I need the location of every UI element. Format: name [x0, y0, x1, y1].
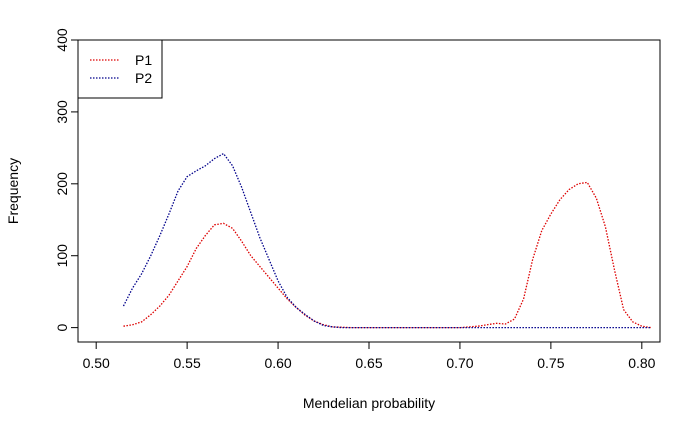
legend-label-p2: P2 — [135, 70, 152, 86]
y-tick-label: 200 — [54, 172, 70, 196]
x-tick-label: 0.60 — [264, 355, 291, 371]
x-tick-label: 0.55 — [174, 355, 201, 371]
y-tick-label: 100 — [54, 244, 70, 268]
series-line-p2 — [122, 152, 651, 329]
x-axis-ticks: 0.50 0.55 0.60 0.65 0.70 0.75 0.80 — [83, 342, 656, 371]
plot-frame — [77, 39, 661, 343]
series-layer — [122, 152, 652, 329]
y-tick-label: 400 — [54, 28, 70, 52]
x-tick-label: 0.70 — [446, 355, 473, 371]
x-tick-label: 0.80 — [628, 355, 655, 371]
legend-box — [77, 39, 163, 99]
legend-label-p1: P1 — [135, 52, 152, 68]
x-tick-label: 0.65 — [355, 355, 382, 371]
y-tick-label: 0 — [54, 324, 70, 332]
legend: P1 P2 — [77, 39, 163, 99]
x-tick-label: 0.75 — [537, 355, 564, 371]
x-axis-title: Mendelian probability — [303, 395, 435, 411]
y-tick-label: 300 — [54, 100, 70, 124]
x-tick-label: 0.50 — [83, 355, 110, 371]
series-line-p1 — [123, 181, 652, 329]
y-axis-title: Frequency — [5, 158, 21, 224]
y-axis-ticks: 0 100 200 300 400 — [54, 28, 78, 332]
